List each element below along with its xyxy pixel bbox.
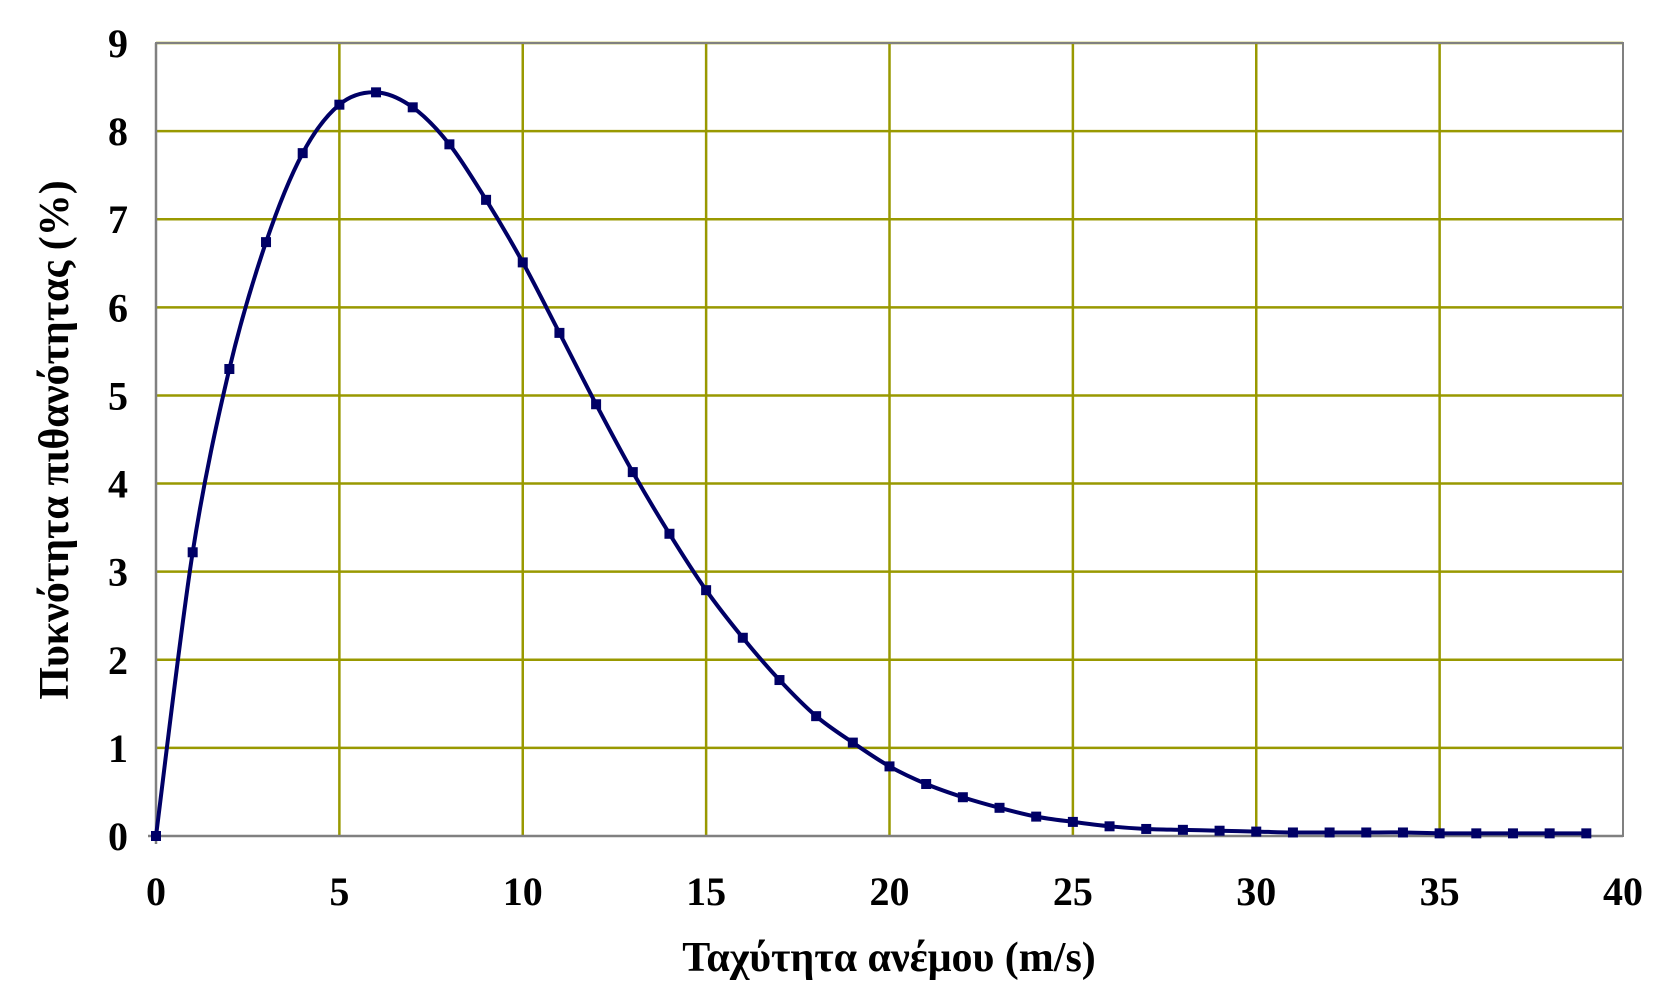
x-tick-label: 20 [870, 869, 910, 914]
x-tick-label: 15 [686, 869, 726, 914]
data-point-marker [701, 585, 712, 596]
series-line [154, 90, 1587, 837]
data-point-marker [371, 87, 382, 98]
data-point-marker [1141, 823, 1152, 834]
data-point-marker [1544, 828, 1555, 839]
y-axis-title: Πυκνότητα πιθανότητας (%) [32, 180, 78, 699]
data-point-marker [774, 675, 785, 686]
y-tick-label: 3 [108, 550, 128, 595]
x-tick-label: 25 [1053, 869, 1093, 914]
y-tick-label: 2 [108, 638, 128, 683]
data-point-marker [297, 148, 308, 159]
x-tick-label: 5 [329, 869, 349, 914]
data-point-marker [1251, 826, 1262, 837]
data-point-marker [1324, 827, 1335, 838]
data-point-marker [957, 792, 968, 803]
data-point-marker [1214, 825, 1225, 836]
x-tick-label: 10 [503, 869, 543, 914]
data-point-marker [1067, 816, 1078, 827]
data-point-marker [187, 547, 198, 558]
data-point-marker [407, 102, 418, 113]
data-point-marker [811, 711, 822, 722]
x-tick-label: 30 [1236, 869, 1276, 914]
axes [148, 43, 1623, 844]
data-point-marker [1361, 827, 1372, 838]
tick-labels: 0 1 2 3 4 5 6 7 8 9 0 5 10 15 20 25 30 35 40 [108, 21, 1643, 914]
data-point-marker [1397, 827, 1408, 838]
data-point-marker [664, 528, 675, 539]
y-tick-label: 0 [108, 814, 128, 859]
data-point-marker [847, 737, 858, 748]
x-tick-label: 40 [1603, 869, 1643, 914]
data-point-marker [444, 139, 455, 150]
y-tick-label: 9 [108, 21, 128, 66]
data-point-marker [737, 632, 748, 643]
data-point-marker [261, 237, 272, 248]
data-point-marker [1434, 828, 1445, 839]
y-tick-label: 5 [108, 373, 128, 418]
x-axis-title: Ταχύτητα ανέμου (m/s) [682, 935, 1096, 981]
x-tick-label: 0 [146, 869, 166, 914]
grid-lines [156, 41, 1623, 836]
data-point-marker [1507, 828, 1518, 839]
data-point-marker [1104, 821, 1115, 832]
y-tick-label: 8 [108, 109, 128, 154]
data-point-marker [554, 327, 565, 338]
data-point-marker [1581, 828, 1592, 839]
y-tick-label: 1 [108, 726, 128, 771]
data-point-marker [1031, 811, 1042, 822]
data-point-marker [334, 99, 345, 110]
series-layer [151, 87, 1592, 841]
y-tick-label: 4 [108, 462, 128, 507]
data-point-marker [921, 779, 932, 790]
data-point-marker [224, 364, 235, 375]
y-tick-label: 6 [108, 285, 128, 330]
data-point-marker [591, 399, 602, 410]
data-point-marker [627, 467, 638, 478]
data-point-marker [1471, 828, 1482, 839]
data-point-marker [517, 257, 528, 268]
data-point-marker [481, 194, 492, 205]
data-point-marker [151, 831, 161, 841]
data-point-marker [994, 802, 1005, 813]
data-point-marker [884, 761, 895, 772]
data-point-marker [1177, 824, 1188, 835]
y-tick-label: 7 [108, 197, 128, 242]
data-point-marker [1287, 827, 1298, 838]
x-tick-label: 35 [1420, 869, 1460, 914]
